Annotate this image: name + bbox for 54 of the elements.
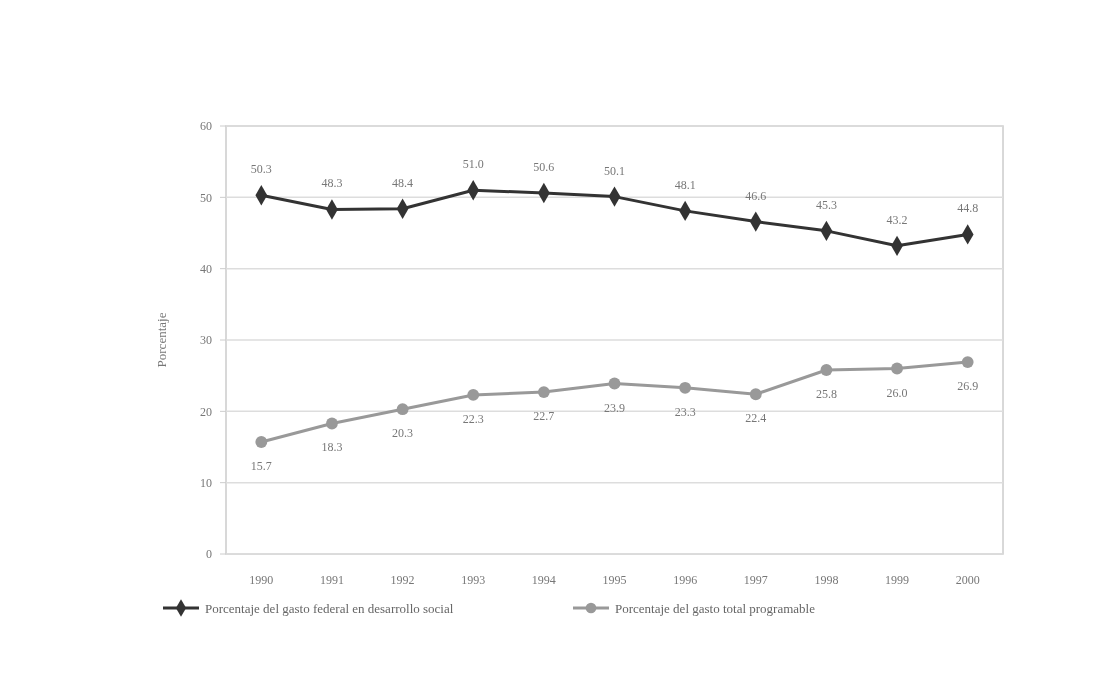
x-tick-label: 1998 — [814, 573, 839, 587]
y-tick-label: 30 — [200, 333, 212, 348]
data-label: 50.1 — [604, 163, 625, 178]
x-tick-label: 1999 — [885, 573, 910, 587]
legend-label: Porcentaje del gasto total programable — [615, 600, 816, 616]
data-label: 26.9 — [957, 379, 979, 394]
x-tick-label: 1995 — [602, 573, 627, 587]
data-label: 48.1 — [674, 177, 696, 192]
data-label: 26.0 — [886, 385, 908, 400]
point — [679, 381, 692, 394]
x-tick-label: 1991 — [319, 573, 344, 587]
data-label: 48.4 — [392, 175, 414, 190]
data-label: 18.3 — [321, 440, 343, 455]
data-label: 50.3 — [250, 162, 272, 177]
data-label: 22.3 — [462, 411, 484, 426]
y-tick-label: 10 — [200, 475, 212, 490]
x-tick-label: 1997 — [743, 573, 768, 587]
x-tick-label: 1990 — [249, 573, 274, 587]
data-label: 44.8 — [957, 201, 979, 216]
data-label: 20.3 — [392, 426, 414, 441]
x-tick-label: 1996 — [673, 573, 698, 587]
y-axis-title: Porcentaje — [154, 312, 169, 368]
data-label: 48.3 — [321, 176, 343, 191]
data-label: 50.6 — [533, 160, 555, 175]
y-tick-label: 20 — [200, 404, 212, 419]
data-label: 23.3 — [674, 404, 696, 419]
data-label: 51.0 — [462, 157, 484, 172]
point — [820, 364, 833, 376]
y-tick-label: 60 — [200, 119, 212, 134]
point — [537, 386, 550, 398]
point — [961, 356, 974, 369]
data-label: 15.7 — [250, 459, 272, 474]
data-label: 46.6 — [745, 188, 767, 203]
x-tick-label: 2000 — [955, 573, 980, 587]
point — [608, 377, 621, 390]
data-label: 23.9 — [604, 400, 625, 415]
point — [326, 417, 338, 430]
point — [891, 362, 903, 375]
point — [396, 403, 409, 416]
x-tick-label: 1994 — [531, 573, 556, 587]
y-tick-label: 40 — [200, 261, 212, 276]
y-tick-label: 50 — [200, 190, 212, 205]
data-label: 45.3 — [815, 197, 837, 212]
data-label: 25.8 — [815, 386, 837, 401]
x-tick-label: 1992 — [390, 573, 415, 587]
point — [255, 436, 268, 448]
data-label: 22.7 — [533, 409, 555, 424]
point — [749, 388, 762, 401]
data-label: 43.2 — [886, 212, 908, 227]
y-tick-label: 0 — [206, 547, 212, 562]
legend-label: Porcentaje del gasto federal en desarrollo social — [205, 600, 454, 616]
x-tick-label: 1993 — [461, 573, 486, 587]
data-label: 22.4 — [745, 411, 767, 426]
point — [467, 389, 480, 401]
